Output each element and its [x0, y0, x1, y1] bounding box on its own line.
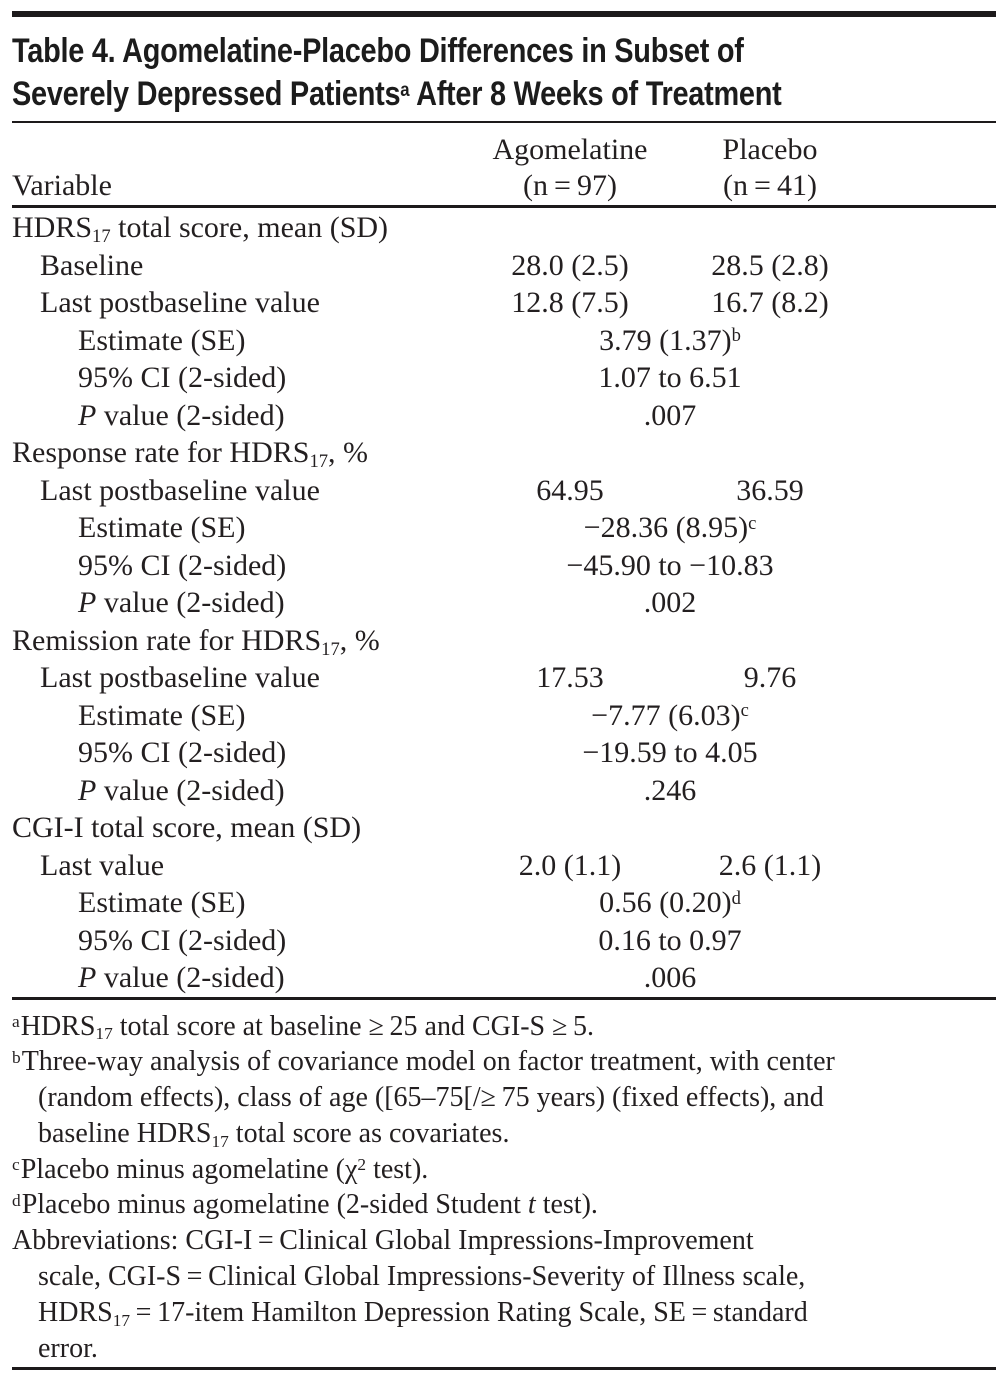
footnote-line: dPlacebo minus agomelatine (2-sided Stud… — [12, 1189, 598, 1221]
combined-statistic-value: .246 — [643, 773, 697, 807]
combined-statistic-value: −28.36 (8.95)c — [583, 511, 757, 544]
table-row: P value (2-sided) .002 — [12, 584, 996, 622]
row-label: Last postbaseline value — [40, 286, 320, 319]
placebo-value: 28.5 (2.8) — [711, 248, 829, 282]
row-label: Last value — [40, 848, 165, 882]
combined-statistic-value: 0.16 to 0.97 — [598, 923, 742, 957]
table-row: Estimate (SE) 3.79 (1.37)b — [12, 322, 996, 360]
footnote-line: HDRS17 = 17-item Hamilton Depression Rat… — [38, 1296, 808, 1330]
combined-statistic-value: 1.07 to 6.51 — [598, 361, 742, 394]
table-title-line-1: Table 4. Agomelatine-Placebo Differences… — [12, 32, 744, 70]
footnote-line: Abbreviations: CGI-I = Clinical Global I… — [12, 1225, 754, 1257]
paper-table-figure: Table 4. Agomelatine-Placebo Differences… — [0, 11, 1008, 1390]
combined-statistic-value: .002 — [643, 586, 697, 619]
table-row: Estimate (SE) 0.56 (0.20)d — [12, 884, 996, 922]
row-label: HDRS17 total score, mean (SD) — [12, 211, 389, 248]
footnote-line: aHDRS17 total score at baseline ≥ 25 and… — [12, 1010, 595, 1044]
table-row: Baseline 28.0 (2.5) 28.5 (2.8) — [12, 247, 996, 285]
table-row: CGI-I total score, mean (SD) — [12, 809, 996, 847]
row-label: P value (2-sided) — [78, 586, 285, 619]
agomelatine-header-name: Agomelatine — [492, 133, 648, 166]
footnote: Abbreviations: CGI-I = Clinical Global I… — [12, 1223, 996, 1366]
table-footnotes: aHDRS17 total score at baseline ≥ 25 and… — [12, 1000, 996, 1367]
row-label: P value (2-sided) — [78, 773, 285, 807]
placebo-value: 2.6 (1.1) — [718, 848, 822, 882]
table-row: Response rate for HDRS17, % — [12, 434, 996, 472]
column-header-placebo: Placebo (n = 41) — [660, 132, 880, 204]
combined-statistic-value: −45.90 to −10.83 — [566, 548, 774, 582]
agomelatine-value: 2.0 (1.1) — [518, 848, 622, 882]
row-label: Last postbaseline value — [40, 661, 320, 694]
agomelatine-value: 17.53 — [536, 661, 604, 694]
row-label: Last postbaseline value — [40, 473, 320, 507]
table-row: HDRS17 total score, mean (SD) — [12, 209, 996, 247]
table-row: P value (2-sided) .007 — [12, 397, 996, 435]
placebo-value: 16.7 (8.2) — [711, 286, 829, 319]
table-row: 95% CI (2-sided) 0.16 to 0.97 — [12, 922, 996, 960]
footnote-line: error. — [38, 1332, 98, 1364]
row-label: P value (2-sided) — [78, 398, 285, 432]
footnote: cPlacebo minus agomelatine (χ2 test). — [12, 1152, 996, 1188]
combined-statistic-value: 3.79 (1.37)b — [599, 323, 741, 357]
column-header-agomelatine: Agomelatine (n = 97) — [460, 132, 680, 204]
table-row: Last postbaseline value 17.53 9.76 — [12, 659, 996, 697]
placebo-header-name: Placebo — [722, 133, 818, 166]
row-label: Remission rate for HDRS17, % — [12, 623, 380, 660]
footnote-line: bThree-way analysis of covariance model … — [12, 1046, 835, 1078]
combined-statistic-value: .007 — [643, 398, 697, 432]
combined-statistic-value: −7.77 (6.03)c — [591, 698, 749, 732]
combined-statistic-value: −19.59 to 4.05 — [582, 736, 758, 769]
top-rule — [12, 11, 996, 17]
row-label: Estimate (SE) — [78, 886, 246, 919]
agomelatine-value: 12.8 (7.5) — [511, 286, 629, 319]
bottom-rule — [12, 1367, 996, 1371]
row-label: Estimate (SE) — [78, 698, 246, 732]
row-label: P value (2-sided) — [78, 961, 285, 994]
table-title-line-2: Severely Depressed Patientsa After 8 Wee… — [12, 75, 782, 113]
table-row: Last postbaseline value 64.95 36.59 — [12, 472, 996, 510]
table-row: P value (2-sided) .246 — [12, 772, 996, 810]
table-row: Remission rate for HDRS17, % — [12, 622, 996, 660]
table-header: Variable Agomelatine (n = 97) Placebo (n… — [12, 123, 996, 205]
footnote: dPlacebo minus agomelatine (2-sided Stud… — [12, 1187, 996, 1223]
row-label: Estimate (SE) — [78, 511, 246, 544]
table-row: Estimate (SE) −7.77 (6.03)c — [12, 697, 996, 735]
agomelatine-value: 64.95 — [536, 473, 604, 507]
row-label: CGI-I total score, mean (SD) — [12, 811, 362, 844]
agomelatine-header-n: (n = 97) — [523, 169, 617, 202]
row-label: 95% CI (2-sided) — [78, 923, 287, 957]
agomelatine-value: 28.0 (2.5) — [511, 248, 629, 282]
footnote: bThree-way analysis of covariance model … — [12, 1044, 996, 1151]
table-row: P value (2-sided) .006 — [12, 959, 996, 997]
body-divider-rule — [12, 996, 996, 1000]
footnote: aHDRS17 total score at baseline ≥ 25 and… — [12, 1009, 996, 1045]
combined-statistic-value: 0.56 (0.20)d — [599, 886, 741, 919]
placebo-value: 36.59 — [736, 473, 804, 507]
footnote-line: cPlacebo minus agomelatine (χ2 test). — [12, 1153, 429, 1185]
combined-statistic-value: .006 — [643, 961, 697, 994]
row-label: Response rate for HDRS17, % — [12, 436, 369, 473]
placebo-header-n: (n = 41) — [723, 169, 817, 202]
placebo-value: 9.76 — [743, 661, 797, 694]
table-row: Estimate (SE) −28.36 (8.95)c — [12, 509, 996, 547]
table-body: HDRS17 total score, mean (SD) Baseline 2… — [12, 208, 996, 997]
footnote-line: (random effects), class of age ([65–75[/… — [38, 1082, 824, 1114]
table-title: Table 4. Agomelatine-Placebo Differences… — [12, 30, 848, 121]
table-row: Last postbaseline value 12.8 (7.5) 16.7 … — [12, 284, 996, 322]
footnote-line: baseline HDRS17 total score as covariate… — [38, 1117, 510, 1151]
footnote-line: scale, CGI-S = Clinical Global Impressio… — [38, 1261, 806, 1293]
table-row: 95% CI (2-sided) −45.90 to −10.83 — [12, 547, 996, 585]
row-label: 95% CI (2-sided) — [78, 548, 287, 582]
header-divider-rule — [12, 205, 996, 208]
row-label: 95% CI (2-sided) — [78, 361, 287, 394]
title-divider-rule — [12, 121, 996, 123]
row-label: Estimate (SE) — [78, 323, 246, 357]
row-label: Baseline — [40, 248, 144, 282]
row-label: 95% CI (2-sided) — [78, 736, 287, 769]
table-row: Last value 2.0 (1.1) 2.6 (1.1) — [12, 847, 996, 885]
table-row: 95% CI (2-sided) −19.59 to 4.05 — [12, 734, 996, 772]
table-row: 95% CI (2-sided) 1.07 to 6.51 — [12, 359, 996, 397]
column-header-variable: Variable — [12, 169, 112, 202]
